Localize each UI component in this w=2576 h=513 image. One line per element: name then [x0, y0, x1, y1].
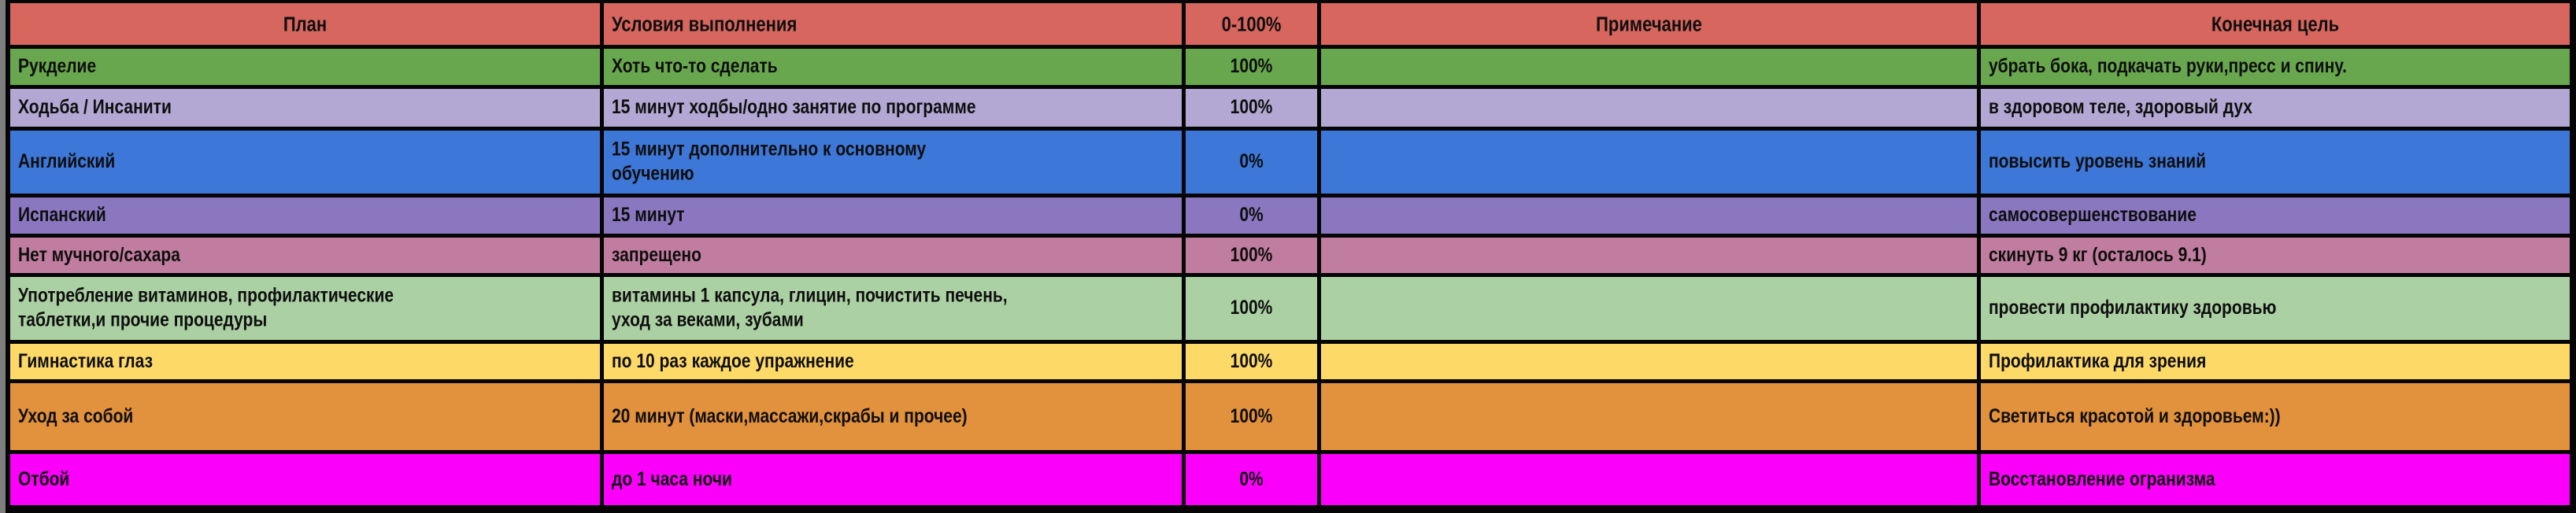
cell-plan-text: Гимнастика глаз	[18, 350, 154, 372]
cell-plan-text: Отбой	[18, 468, 70, 490]
header-condition-label: Условия выполнения	[612, 12, 798, 35]
header-plan-label: План	[283, 12, 328, 35]
cell-plan[interactable]: Уход за собой	[10, 383, 600, 450]
cell-plan-text: Рукделие	[18, 55, 97, 77]
cell-condition[interactable]: по 10 раз каждое упражнение	[604, 344, 1182, 379]
cell-goal[interactable]: повысить уровень знаний	[1981, 131, 2570, 194]
cell-percent[interactable]: 100%	[1186, 383, 1317, 450]
cell-percent[interactable]: 100%	[1186, 49, 1317, 85]
cell-note[interactable]	[1321, 454, 1977, 505]
cell-goal-text: в здоровом теле, здоровый дух	[1989, 96, 2252, 118]
cell-plan[interactable]: Ходьба / Инсанити	[10, 89, 600, 127]
cell-condition-text: витамины 1 капсула, глицин, почистить пе…	[612, 285, 1008, 331]
cell-plan-text: Испанский	[18, 204, 106, 226]
cell-percent-text: 100%	[1230, 55, 1273, 77]
cell-percent[interactable]: 0%	[1186, 454, 1317, 505]
cell-percent[interactable]: 0%	[1186, 131, 1317, 194]
cell-percent[interactable]: 0%	[1186, 197, 1317, 234]
cell-percent-text: 100%	[1230, 405, 1273, 427]
cell-percent-text: 100%	[1230, 297, 1273, 319]
cell-percent-text: 0%	[1239, 150, 1264, 172]
cell-plan[interactable]: Английский	[10, 131, 600, 194]
cell-percent-text: 100%	[1230, 350, 1273, 372]
cell-plan-text: Английский	[18, 150, 116, 172]
cell-note[interactable]	[1321, 344, 1977, 379]
header-goal-label: Конечная цель	[2211, 12, 2340, 35]
cell-condition-text: до 1 часа ночи	[612, 468, 732, 490]
cell-goal[interactable]: Профилактика для зрения	[1981, 344, 2570, 379]
cell-goal-text: Профилактика для зрения	[1989, 350, 2207, 372]
cell-condition[interactable]: 15 минут	[604, 197, 1182, 234]
cell-condition[interactable]: запрещено	[604, 238, 1182, 273]
header-percent[interactable]: 0-100%	[1186, 3, 1317, 45]
header-percent-label: 0-100%	[1221, 12, 1282, 35]
cell-note[interactable]	[1321, 131, 1977, 194]
cell-percent[interactable]: 100%	[1186, 238, 1317, 273]
cell-condition[interactable]: 15 минут ходбы/одно занятие по программе	[604, 89, 1182, 127]
cell-condition[interactable]: 20 минут (маски,массажи,скрабы и прочее)	[604, 383, 1182, 450]
cell-goal[interactable]: самосовершенствование	[1981, 197, 2570, 234]
cell-condition[interactable]: витамины 1 капсула, глицин, почистить пе…	[604, 277, 1182, 340]
left-edge-strip	[0, 0, 6, 513]
cell-goal[interactable]: провести профилактику здоровью	[1981, 277, 2570, 340]
cell-goal-text: Восстановление огранизма	[1989, 468, 2215, 490]
cell-percent-text: 0%	[1239, 204, 1264, 226]
cell-goal-text: убрать бока, подкачать руки,пресс и спин…	[1989, 55, 2347, 77]
cell-condition[interactable]: Хоть что-то сделать	[604, 49, 1182, 85]
cell-condition[interactable]: до 1 часа ночи	[604, 454, 1182, 505]
cell-condition[interactable]: 15 минут дополнительно к основному обуче…	[604, 131, 1182, 194]
header-note[interactable]: Примечание	[1321, 3, 1977, 45]
cell-goal[interactable]: убрать бока, подкачать руки,пресс и спин…	[1981, 49, 2570, 85]
cell-percent[interactable]: 100%	[1186, 277, 1317, 340]
cell-percent[interactable]: 100%	[1186, 89, 1317, 127]
cell-condition-text: 15 минут	[612, 204, 685, 226]
cell-goal-text: Светиться красотой и здоровьем:))	[1989, 405, 2281, 427]
cell-goal[interactable]: скинуть 9 кг (осталось 9.1)	[1981, 238, 2570, 273]
cell-percent[interactable]: 100%	[1186, 344, 1317, 379]
cell-note[interactable]	[1321, 197, 1977, 234]
cell-condition-text: 20 минут (маски,массажи,скрабы и прочее)	[612, 405, 968, 427]
cell-plan-text: Ходьба / Инсанити	[18, 96, 172, 118]
cell-percent-text: 100%	[1230, 96, 1273, 118]
cell-plan[interactable]: Употребление витаминов, профилактические…	[10, 277, 600, 340]
cell-goal[interactable]: Светиться красотой и здоровьем:))	[1981, 383, 2570, 450]
cell-condition-text: 15 минут дополнительно к основному обуче…	[612, 138, 927, 185]
header-note-label: Примечание	[1596, 12, 1702, 35]
cell-goal-text: скинуть 9 кг (осталось 9.1)	[1989, 244, 2207, 266]
cell-plan-text: Нет мучного/сахара	[18, 244, 180, 266]
cell-note[interactable]	[1321, 277, 1977, 340]
cell-goal-text: самосовершенствование	[1989, 204, 2197, 226]
cell-plan[interactable]: Испанский	[10, 197, 600, 234]
cell-percent-text: 0%	[1239, 468, 1264, 490]
habit-tracker-table: План Условия выполнения 0-100% Примечани…	[6, 0, 2576, 513]
header-plan[interactable]: План	[10, 3, 600, 45]
cell-plan[interactable]: Отбой	[10, 454, 600, 505]
cell-percent-text: 100%	[1230, 244, 1273, 266]
cell-note[interactable]	[1321, 49, 1977, 85]
cell-goal-text: провести профилактику здоровью	[1989, 297, 2277, 319]
cell-plan[interactable]: Гимнастика глаз	[10, 344, 600, 379]
cell-goal[interactable]: Восстановление огранизма	[1981, 454, 2570, 505]
header-goal[interactable]: Конечная цель	[1981, 3, 2570, 45]
cell-condition-text: Хоть что-то сделать	[612, 55, 778, 77]
cell-plan-text: Уход за собой	[18, 405, 134, 427]
cell-condition-text: по 10 раз каждое упражнение	[612, 350, 854, 372]
cell-plan-text: Употребление витаминов, профилактические…	[18, 285, 394, 331]
cell-note[interactable]	[1321, 383, 1977, 450]
cell-condition-text: запрещено	[612, 244, 701, 266]
cell-goal[interactable]: в здоровом теле, здоровый дух	[1981, 89, 2570, 127]
cell-note[interactable]	[1321, 89, 1977, 127]
cell-plan[interactable]: Рукделие	[10, 49, 600, 85]
cell-note[interactable]	[1321, 238, 1977, 273]
cell-goal-text: повысить уровень знаний	[1989, 150, 2207, 172]
header-condition[interactable]: Условия выполнения	[604, 3, 1182, 45]
cell-condition-text: 15 минут ходбы/одно занятие по программе	[612, 96, 976, 118]
cell-plan[interactable]: Нет мучного/сахара	[10, 238, 600, 273]
